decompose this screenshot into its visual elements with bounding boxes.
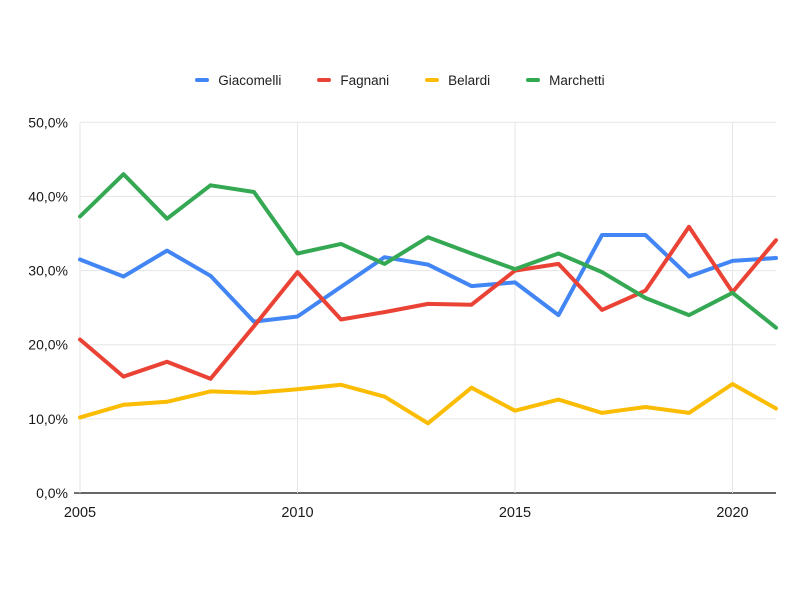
legend-label: Belardi xyxy=(448,72,491,88)
legend-item-giacomelli: Giacomelli xyxy=(195,73,281,88)
y-axis-tick-label: 20,0% xyxy=(28,337,68,353)
y-axis-tick-label: 10,0% xyxy=(28,411,68,427)
series-line-marchetti xyxy=(78,172,778,330)
legend-swatch-icon xyxy=(425,77,440,83)
legend-label: Giacomelli xyxy=(218,72,282,88)
y-axis-tick-label: 50,0% xyxy=(28,114,68,130)
legend-item-marchetti: Marchetti xyxy=(526,73,605,88)
series-line-giacomelli xyxy=(78,233,778,324)
legend-item-fagnani: Fagnani xyxy=(317,73,389,88)
y-axis-tick-label: 0,0% xyxy=(36,485,68,501)
legend-item-belardi: Belardi xyxy=(425,73,490,88)
legend-swatch-icon xyxy=(526,77,541,83)
y-axis-tick-label: 30,0% xyxy=(28,263,68,279)
y-axis-tick-label: 40,0% xyxy=(28,188,68,204)
x-axis-tick-label: 2015 xyxy=(499,505,531,521)
legend-swatch-icon xyxy=(195,77,210,83)
legend-label: Fagnani xyxy=(340,72,390,88)
series-line-fagnani xyxy=(78,224,778,381)
x-axis-tick-label: 2010 xyxy=(281,505,313,521)
x-axis-tick-label: 2020 xyxy=(716,505,748,521)
x-axis-tick-label: 2005 xyxy=(64,505,96,521)
series-line-belardi xyxy=(78,382,778,426)
legend-label: Marchetti xyxy=(549,72,605,88)
legend-swatch-icon xyxy=(317,77,332,83)
chart-legend: Giacomelli Fagnani Belardi Marchetti xyxy=(0,71,800,89)
